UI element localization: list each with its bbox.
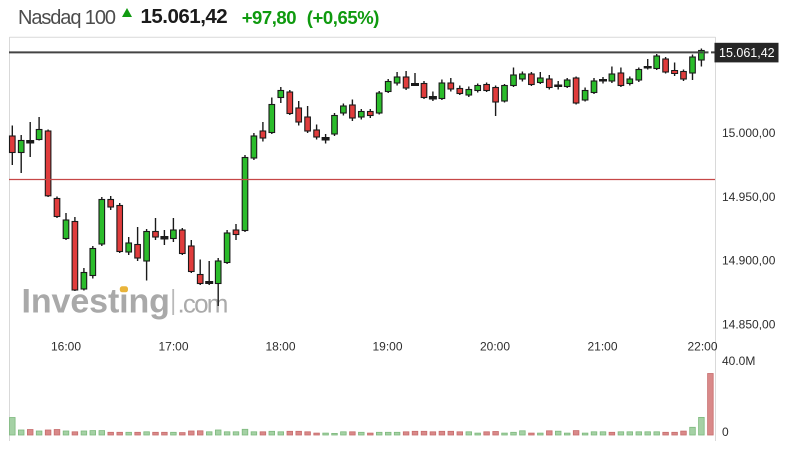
svg-text:22:00: 22:00: [687, 340, 717, 354]
svg-text:15.000,00: 15.000,00: [722, 126, 776, 140]
svg-text:14.850,00: 14.850,00: [722, 318, 776, 332]
svg-text:15.061,42: 15.061,42: [719, 46, 775, 60]
svg-text:20:00: 20:00: [480, 340, 510, 354]
svg-text:21:00: 21:00: [587, 340, 617, 354]
svg-text:14.900,00: 14.900,00: [722, 254, 776, 268]
svg-text:.com: .com: [178, 289, 227, 319]
svg-text:16:00: 16:00: [51, 340, 81, 354]
svg-text:40.0M: 40.0M: [722, 354, 755, 368]
svg-text:19:00: 19:00: [372, 340, 402, 354]
svg-text:Investıng: Investıng: [22, 283, 170, 321]
svg-text:14.950,00: 14.950,00: [722, 190, 776, 204]
svg-text:18:00: 18:00: [265, 340, 295, 354]
svg-text:0: 0: [722, 425, 729, 439]
svg-text:17:00: 17:00: [158, 340, 188, 354]
